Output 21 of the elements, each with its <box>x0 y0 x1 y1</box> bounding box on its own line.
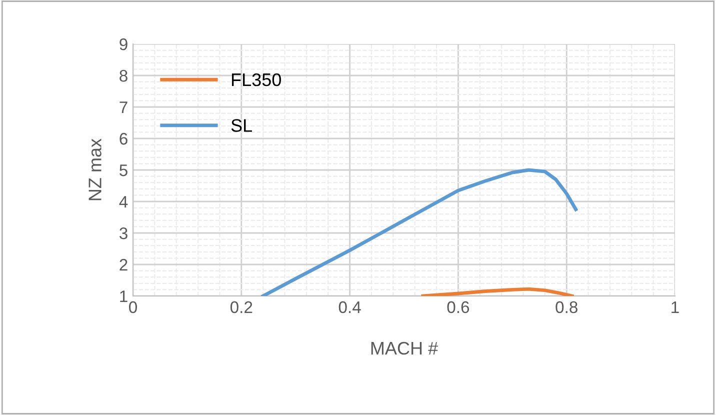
x-tick-label: 0.6 <box>447 301 470 314</box>
x-tick-label: 1 <box>672 301 679 313</box>
x-tick-label: 0.4 <box>338 301 361 314</box>
y-tick-label: 6 <box>120 132 128 145</box>
line-series <box>261 168 578 296</box>
y-axis-title: NZ max <box>88 138 102 200</box>
line-series <box>421 287 574 296</box>
x-tick-label: 0 <box>129 301 137 314</box>
y-tick-label: 2 <box>120 258 128 271</box>
y-tick-label: 5 <box>120 164 128 176</box>
y-tick-label: 9 <box>120 38 128 50</box>
y-tick-label: 3 <box>120 227 128 240</box>
x-tick-label: 0.8 <box>556 301 578 314</box>
y-tick-label: 8 <box>120 70 128 82</box>
y-tick-label: 4 <box>119 196 128 208</box>
y-tick-label: 1 <box>120 290 128 302</box>
legend-label: SL <box>231 119 252 132</box>
legend-label: FL350 <box>232 73 281 86</box>
x-axis-title: MACH # <box>371 342 438 355</box>
y-tick-label: 7 <box>120 102 128 114</box>
x-tick-label: 0.2 <box>230 301 252 314</box>
